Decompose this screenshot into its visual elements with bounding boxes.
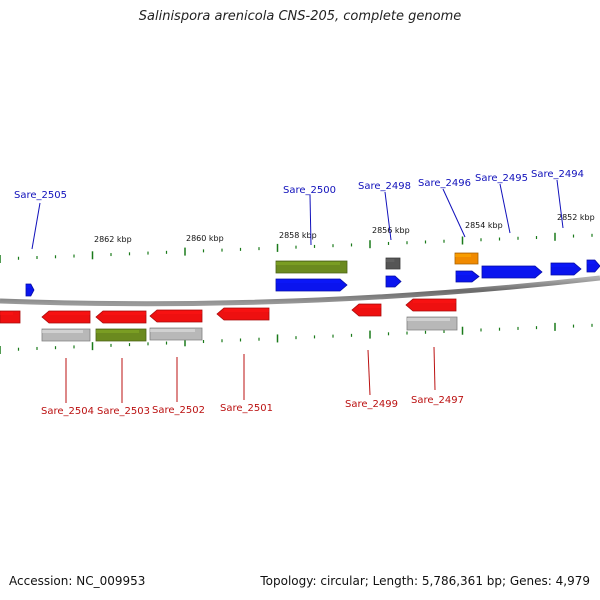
top-labels: Sare_2505 Sare_2500 Sare_2498 Sare_2496 … — [14, 169, 584, 250]
feature-sare-2494-highlight — [551, 264, 574, 267]
kbp-label-2856: 2856 kbp — [372, 226, 410, 235]
feature-sare-2497-highlight — [413, 300, 456, 303]
gene-label-sare-2503[interactable]: Sare_2503 — [97, 406, 150, 417]
bottom-labels: Sare_2504 Sare_2503 Sare_2502 Sare_2501 … — [41, 346, 464, 417]
map-title: Salinispora arenicola CNS-205, complete … — [138, 9, 462, 24]
gene-label-sare-2498[interactable]: Sare_2498 — [358, 181, 411, 192]
feature-sare-2501-highlight — [224, 309, 269, 312]
feature-sare-2500-highlight — [276, 280, 340, 283]
connector-sare-2498 — [384, 191, 392, 241]
gene-label-sare-2494[interactable]: Sare_2494 — [531, 169, 584, 180]
feature-sare-2504-highlight — [49, 312, 90, 315]
gene-label-sare-2505[interactable]: Sare_2505 — [14, 190, 67, 201]
gene-label-sare-2504[interactable]: Sare_2504 — [41, 406, 94, 417]
feature-sare-2496-highlight — [456, 272, 472, 275]
connector-sare-2495 — [499, 183, 511, 234]
feature-sare-2496-orange-highlight — [455, 254, 471, 257]
feature-sare-2504-grey-highlight — [42, 330, 83, 333]
topology-text: Topology: circular; Length: 5,786,361 bp… — [260, 574, 590, 588]
scale-ticks-bottom — [0, 322, 593, 354]
kbp-label-2860: 2860 kbp — [186, 234, 224, 243]
gene-label-sare-2495[interactable]: Sare_2495 — [475, 173, 528, 184]
gene-label-sare-2499[interactable]: Sare_2499 — [345, 399, 398, 410]
kbp-label-2852: 2852 kbp — [557, 213, 595, 222]
feature-sare-2497-grey-highlight — [407, 318, 450, 321]
feature-sare-2503-highlight — [103, 312, 146, 315]
gene-label-sare-2501[interactable]: Sare_2501 — [220, 403, 273, 414]
feature-sare-2498-highlight — [386, 277, 395, 280]
feature-sare-2502-grey-highlight — [150, 329, 195, 332]
feature-edge-left-highlight — [0, 312, 13, 315]
feature-edge-highlight — [587, 261, 595, 264]
gene-label-sare-2502[interactable]: Sare_2502 — [152, 405, 205, 416]
connector-sare-2494 — [556, 179, 564, 229]
feature-top-green-highlight — [276, 262, 340, 265]
gene-label-sare-2496[interactable]: Sare_2496 — [418, 178, 471, 189]
feature-sare-2495-highlight — [482, 267, 535, 270]
kbp-label-2862: 2862 kbp — [94, 235, 132, 244]
kbp-label-2858: 2858 kbp — [279, 231, 317, 240]
connector-sare-2505 — [31, 202, 41, 250]
connector-sare-2499 — [367, 349, 371, 396]
feature-sare-2505-highlight — [26, 285, 31, 288]
accession-text: Accession: NC_009953 — [9, 574, 146, 588]
gene-label-sare-2497[interactable]: Sare_2497 — [411, 395, 464, 406]
feature-sare-2499-highlight — [359, 305, 381, 308]
gene-label-sare-2500[interactable]: Sare_2500 — [283, 185, 336, 196]
connector-sare-2497 — [433, 346, 436, 391]
scale-ticks-top — [0, 232, 593, 263]
feature-sare-2503-green-highlight — [96, 330, 139, 333]
feature-sare-2498-grey-highlight — [386, 259, 395, 262]
feature-sare-2502-highlight — [157, 311, 202, 314]
connector-sare-2496 — [442, 188, 466, 238]
genome-backbone — [0, 275, 600, 307]
kbp-label-2854: 2854 kbp — [465, 221, 503, 230]
connector-sare-2500 — [309, 194, 312, 246]
